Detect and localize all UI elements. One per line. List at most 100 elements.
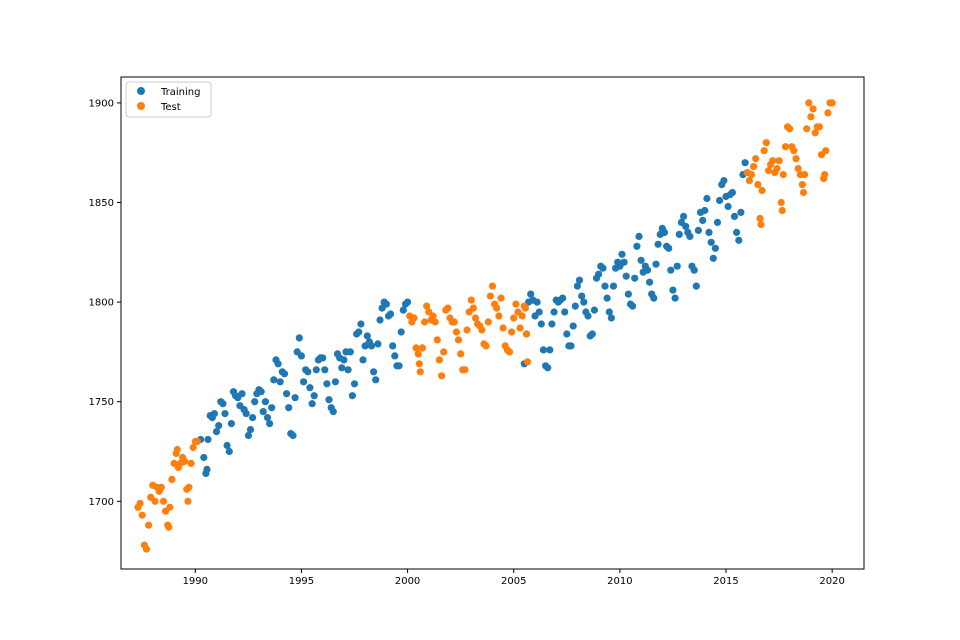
data-point (325, 396, 333, 404)
data-point (219, 400, 227, 408)
data-point (652, 260, 660, 268)
data-point (391, 352, 399, 360)
data-point (136, 499, 144, 507)
data-point (650, 294, 658, 302)
data-point (618, 250, 626, 258)
data-point (423, 302, 431, 310)
data-point (185, 483, 193, 491)
data-point (550, 308, 558, 316)
data-points (134, 99, 836, 553)
y-tick-label: 1850 (89, 198, 114, 209)
data-point (244, 431, 252, 440)
data-point (488, 282, 497, 290)
series-training (197, 159, 749, 477)
data-point (145, 521, 153, 529)
data-point (340, 356, 348, 364)
data-point (159, 497, 168, 505)
data-point (389, 342, 397, 350)
data-point (741, 159, 749, 167)
data-point (692, 282, 700, 290)
data-point (815, 123, 824, 131)
data-point (522, 330, 531, 338)
data-point (730, 212, 739, 220)
data-point (251, 398, 259, 406)
data-point (142, 545, 151, 553)
data-point (629, 302, 637, 310)
data-point (546, 346, 554, 354)
data-point (575, 276, 584, 284)
data-point (395, 362, 403, 370)
data-point (249, 414, 257, 422)
data-point (747, 171, 756, 179)
data-point (694, 226, 703, 234)
data-point (295, 334, 303, 342)
data-point (308, 400, 316, 408)
data-point (603, 294, 611, 302)
data-point (544, 364, 552, 372)
data-point (374, 340, 382, 348)
data-point (306, 384, 314, 392)
data-point (263, 414, 272, 422)
data-point (312, 366, 320, 374)
data-point (633, 242, 641, 250)
data-point (457, 350, 465, 358)
data-point (567, 342, 575, 350)
data-point (811, 129, 819, 137)
data-point (605, 308, 613, 316)
data-point (792, 155, 800, 163)
data-point (331, 378, 339, 386)
data-point (794, 165, 802, 173)
data-point (478, 326, 486, 334)
data-point (646, 278, 654, 286)
data-point (225, 447, 233, 456)
data-point (495, 312, 503, 320)
data-point (499, 324, 507, 332)
data-point (166, 503, 174, 511)
data-point (357, 320, 365, 328)
data-point (665, 244, 673, 252)
data-point (682, 222, 690, 230)
legend-label-training: Training (160, 87, 200, 98)
data-point (416, 368, 424, 376)
data-point (187, 459, 195, 467)
data-point (599, 264, 607, 272)
legend-label-test: Test (160, 102, 181, 113)
data-point (803, 125, 811, 133)
data-point (561, 308, 569, 316)
data-point (223, 441, 231, 450)
data-point (291, 394, 299, 402)
data-point (523, 358, 532, 366)
data-point (805, 99, 813, 107)
x-tick-label: 2000 (395, 576, 420, 587)
data-point (828, 99, 836, 107)
data-point (268, 404, 276, 412)
data-point (590, 306, 599, 314)
data-point (756, 214, 764, 222)
data-point (733, 228, 741, 236)
data-point (773, 165, 781, 173)
data-point (779, 171, 787, 179)
data-point (635, 232, 643, 240)
data-point (716, 196, 724, 205)
data-point (344, 366, 352, 374)
data-point (173, 445, 181, 454)
data-point (563, 330, 571, 338)
data-point (414, 350, 422, 358)
data-point (624, 290, 633, 298)
data-point (404, 298, 412, 306)
data-point (319, 354, 327, 362)
data-point (469, 304, 477, 312)
y-tick-label: 1800 (89, 298, 114, 309)
data-point (703, 194, 711, 203)
data-point (359, 356, 367, 364)
data-point (735, 236, 743, 244)
data-point (276, 378, 284, 386)
data-point (497, 294, 505, 302)
data-point (505, 348, 514, 356)
y-axis-ticks: 1700 1750 1800 1850 1900 (89, 98, 121, 508)
plot-area (121, 77, 864, 569)
data-point (168, 475, 176, 483)
data-point (157, 483, 165, 491)
legend-marker-test (137, 102, 145, 110)
data-point (421, 318, 429, 326)
